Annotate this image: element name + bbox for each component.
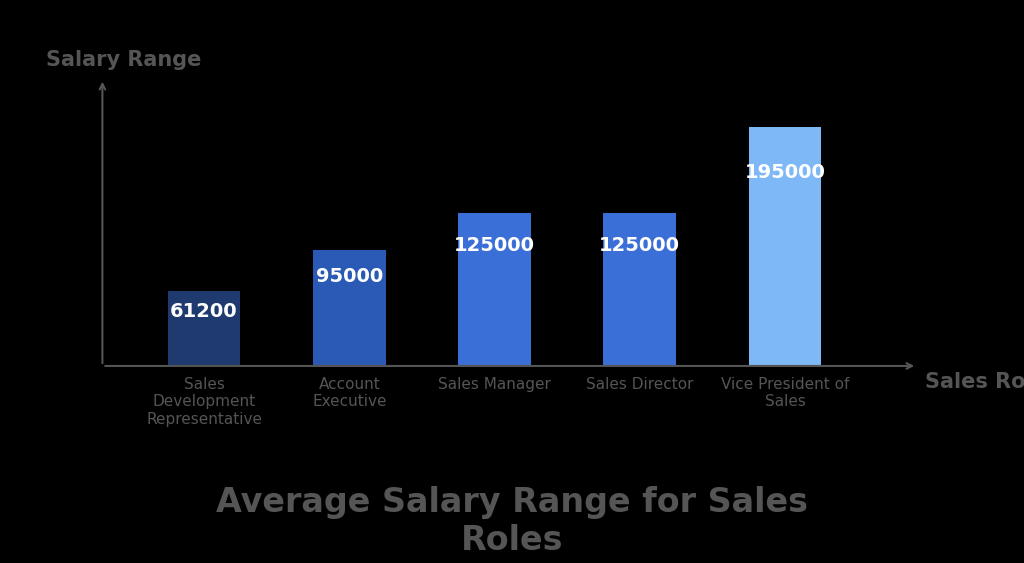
Text: Salary Range: Salary Range [46,50,202,70]
Bar [168,291,241,366]
Bar [313,249,386,366]
Text: 61200: 61200 [170,302,238,321]
Bar [603,213,676,366]
Text: Sales Role: Sales Role [925,372,1024,392]
Text: 195000: 195000 [744,163,825,182]
Text: 125000: 125000 [599,236,680,255]
Bar [458,213,530,366]
Bar [749,127,821,366]
Text: Average Salary Range for Sales
Roles: Average Salary Range for Sales Roles [216,486,808,557]
Text: 95000: 95000 [315,267,383,286]
Text: 125000: 125000 [454,236,535,255]
